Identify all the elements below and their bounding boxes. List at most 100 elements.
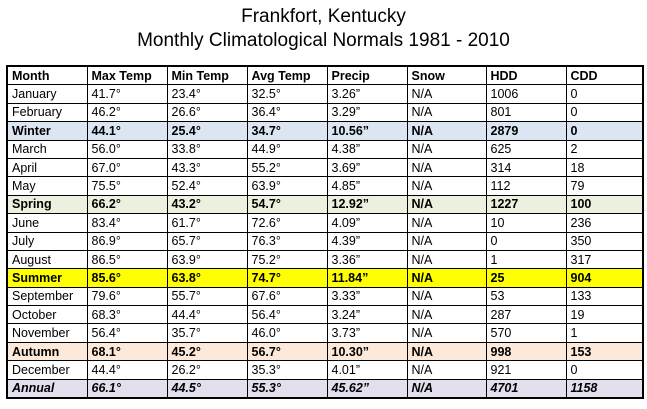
- table-cell: 55.2°: [246, 157, 328, 178]
- table-cell: 18: [565, 157, 644, 178]
- table-cell: 100: [565, 194, 644, 215]
- table-cell: N/A: [406, 360, 487, 380]
- table-cell: 65.7°: [166, 231, 248, 251]
- table-row: June 83.4° 61.7° 72.6° 4.09” N/A 10 236: [6, 213, 644, 233]
- table-cell: N/A: [406, 102, 487, 123]
- page-subtitle: Monthly Climatological Normals 1981 - 20…: [137, 30, 510, 51]
- table-cell: 350: [565, 231, 644, 251]
- table-cell: 0: [485, 231, 567, 251]
- row-label-cell: June: [6, 213, 88, 233]
- table-row: August 86.5° 63.9° 75.2° 3.36” N/A 1 317: [6, 249, 644, 270]
- table-row: February 46.2° 26.6° 36.4° 3.29” N/A 801 0: [6, 102, 644, 123]
- table-cell: N/A: [406, 341, 487, 362]
- column-header: Month: [6, 65, 88, 86]
- table-cell: 3.69”: [326, 157, 408, 178]
- table-cell: 570: [485, 323, 567, 343]
- table-cell: 11.84”: [326, 268, 408, 288]
- page-title: Frankfort, Kentucky: [241, 6, 406, 27]
- table-cell: N/A: [406, 323, 487, 343]
- document: Frankfort, Kentucky Monthly Climatologic…: [6, 6, 644, 400]
- table-cell: 63.8°: [166, 268, 248, 288]
- table-cell: 3.33”: [326, 286, 408, 307]
- table-header-row: Month Max Temp Min Temp Avg Temp Precip …: [6, 65, 644, 86]
- table-cell: 55.7°: [166, 286, 248, 307]
- table-cell: 0: [565, 84, 644, 104]
- table-cell: 2: [565, 139, 644, 159]
- table-cell: 35.3°: [246, 360, 328, 380]
- table-cell: 41.7°: [86, 84, 168, 104]
- table-cell: 3.24”: [326, 305, 408, 325]
- table-cell: 32.5°: [246, 84, 328, 104]
- table-cell: 0: [565, 102, 644, 123]
- table-cell: 133: [565, 286, 644, 307]
- table-cell: 904: [565, 268, 644, 288]
- row-label-cell: November: [6, 323, 88, 343]
- table-cell: 83.4°: [86, 213, 168, 233]
- table-cell: 921: [485, 360, 567, 380]
- table-cell: 45.2°: [166, 341, 248, 362]
- row-label-cell: October: [6, 305, 88, 325]
- table-cell: 75.2°: [246, 249, 328, 270]
- table-cell: 56.7°: [246, 341, 328, 362]
- table-cell: 153: [565, 341, 644, 362]
- table-cell: 76.3°: [246, 231, 328, 251]
- column-header: Min Temp: [166, 65, 248, 86]
- table-cell: 56.0°: [86, 139, 168, 159]
- row-label-cell: September: [6, 286, 88, 307]
- table-cell: 53: [485, 286, 567, 307]
- table-cell: 2879: [485, 121, 567, 141]
- table-cell: 86.5°: [86, 249, 168, 270]
- table-cell: 79: [565, 176, 644, 196]
- table-cell: 10.56”: [326, 121, 408, 141]
- summer-summary-row: Summer 85.6° 63.8° 74.7° 11.84” N/A 25 904: [6, 268, 644, 288]
- row-label-cell: Winter: [6, 121, 88, 141]
- table-cell: 4701: [485, 378, 567, 400]
- table-row: March 56.0° 33.8° 44.9° 4.38” N/A 625 2: [6, 139, 644, 159]
- column-header: Precip: [326, 65, 408, 86]
- table-cell: 0: [565, 360, 644, 380]
- table-cell: 112: [485, 176, 567, 196]
- table-cell: 4.01”: [326, 360, 408, 380]
- table-cell: 3.29”: [326, 102, 408, 123]
- table-cell: N/A: [406, 121, 487, 141]
- table-cell: 72.6°: [246, 213, 328, 233]
- table-row: November 56.4° 35.7° 46.0° 3.73” N/A 570 1: [6, 323, 644, 343]
- table-cell: 801: [485, 102, 567, 123]
- table-cell: 3.73”: [326, 323, 408, 343]
- table-cell: 75.5°: [86, 176, 168, 196]
- table-cell: N/A: [406, 378, 487, 400]
- row-label-cell: July: [6, 231, 88, 251]
- table-cell: 33.8°: [166, 139, 248, 159]
- table-cell: N/A: [406, 194, 487, 215]
- table-cell: 3.36”: [326, 249, 408, 270]
- table-cell: 998: [485, 341, 567, 362]
- table-cell: 46.0°: [246, 323, 328, 343]
- table-cell: N/A: [406, 305, 487, 325]
- row-label-cell: Autumn: [6, 341, 88, 362]
- table-row: September 79.6° 55.7° 67.6° 3.33” N/A 53 133: [6, 286, 644, 307]
- table-cell: 43.2°: [166, 194, 248, 215]
- table-cell: 55.3°: [246, 378, 328, 400]
- table-cell: 74.7°: [246, 268, 328, 288]
- table-cell: 86.9°: [86, 231, 168, 251]
- table-cell: 66.2°: [86, 194, 168, 215]
- climate-normals-table: Month Max Temp Min Temp Avg Temp Precip …: [6, 65, 644, 400]
- row-label-cell: August: [6, 249, 88, 270]
- table-cell: 46.2°: [86, 102, 168, 123]
- table-cell: 236: [565, 213, 644, 233]
- table-cell: 4.09”: [326, 213, 408, 233]
- column-header: Max Temp: [86, 65, 168, 86]
- table-cell: 287: [485, 305, 567, 325]
- table-row: May 75.5° 52.4° 63.9° 4.85” N/A 112 79: [6, 176, 644, 196]
- table-cell: N/A: [406, 176, 487, 196]
- table-cell: 68.1°: [86, 341, 168, 362]
- table-cell: 68.3°: [86, 305, 168, 325]
- table-cell: 56.4°: [246, 305, 328, 325]
- table-cell: 44.5°: [166, 378, 248, 400]
- table-cell: 10: [485, 213, 567, 233]
- column-header: Snow: [406, 65, 487, 86]
- spring-summary-row: Spring 66.2° 43.2° 54.7° 12.92” N/A 1227 100: [6, 194, 644, 215]
- table-cell: 66.1°: [86, 378, 168, 400]
- table-cell: 26.2°: [166, 360, 248, 380]
- table-cell: 0: [565, 121, 644, 141]
